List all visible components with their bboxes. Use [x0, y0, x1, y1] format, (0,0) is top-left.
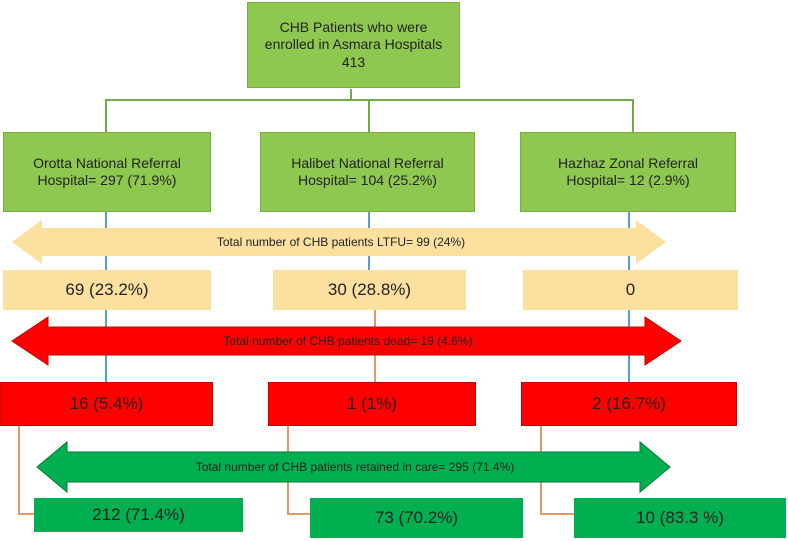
ltfu-box-orotta: 69 (23.2%)	[3, 270, 211, 310]
hospital-3-line-2: Hospital= 12 (2.9%)	[566, 172, 690, 188]
connector-retained-2-across	[287, 513, 310, 515]
connector-retained-1-across	[18, 513, 34, 515]
hospital-box-orotta: Orotta National Referral Hospital= 297 (…	[3, 132, 211, 212]
hospital-1-line-2: Hospital= 297 (71.9%)	[37, 172, 177, 188]
dead-total-label: Total number of CHB patients dead= 19 (4…	[223, 334, 473, 348]
dead-box-orotta: 16 (5.4%)	[0, 382, 213, 426]
dead-box-hazhaz: 2 (16.7%)	[521, 382, 737, 426]
connector-dead-3	[628, 310, 630, 382]
retained-box-halibet: 73 (70.2%)	[310, 498, 523, 538]
hospital-box-hazhaz: Hazhaz Zonal Referral Hospital= 12 (2.9%…	[520, 132, 736, 212]
connector-retained-1-down	[18, 426, 20, 514]
connector-dead-1	[105, 310, 107, 382]
hospital-2-line-2: Hospital= 104 (25.2%)	[298, 172, 437, 188]
retained-total-label: Total number of CHB patients retained in…	[195, 460, 515, 474]
connector-retained-3-down	[540, 426, 542, 514]
connector-hospital-1	[105, 99, 107, 132]
connector-ltfu-1	[105, 212, 107, 270]
connector-hospital-3	[632, 99, 634, 132]
ltfu-box-halibet: 30 (28.8%)	[273, 270, 466, 310]
connector-retained-3-across	[540, 513, 574, 515]
root-enrolled-box: CHB Patients who were enrolled in Asmara…	[247, 2, 460, 88]
ltfu-total-label: Total number of CHB patients LTFU= 99 (2…	[216, 235, 466, 249]
hospital-2-line-1: Halibet National Referral	[291, 154, 444, 171]
dead-box-halibet: 1 (1%)	[268, 382, 476, 426]
hospital-3-line-1: Hazhaz Zonal Referral	[557, 154, 699, 171]
hospital-1-line-1: Orotta National Referral	[33, 154, 181, 171]
connector-ltfu-3	[628, 212, 630, 270]
root-count: 413	[341, 53, 366, 70]
ltfu-box-hazhaz: 0	[523, 270, 738, 310]
connector-root-down	[350, 89, 352, 100]
retained-box-hazhaz: 10 (83.3 %)	[574, 498, 786, 538]
retained-box-orotta: 212 (71.4%)	[34, 498, 243, 532]
hospital-box-halibet: Halibet National Referral Hospital= 104 …	[260, 132, 475, 212]
root-line-1: CHB Patients who were	[279, 18, 428, 35]
connector-hospital-2	[368, 99, 370, 132]
root-line-2: enrolled in Asmara Hospitals	[264, 36, 443, 53]
